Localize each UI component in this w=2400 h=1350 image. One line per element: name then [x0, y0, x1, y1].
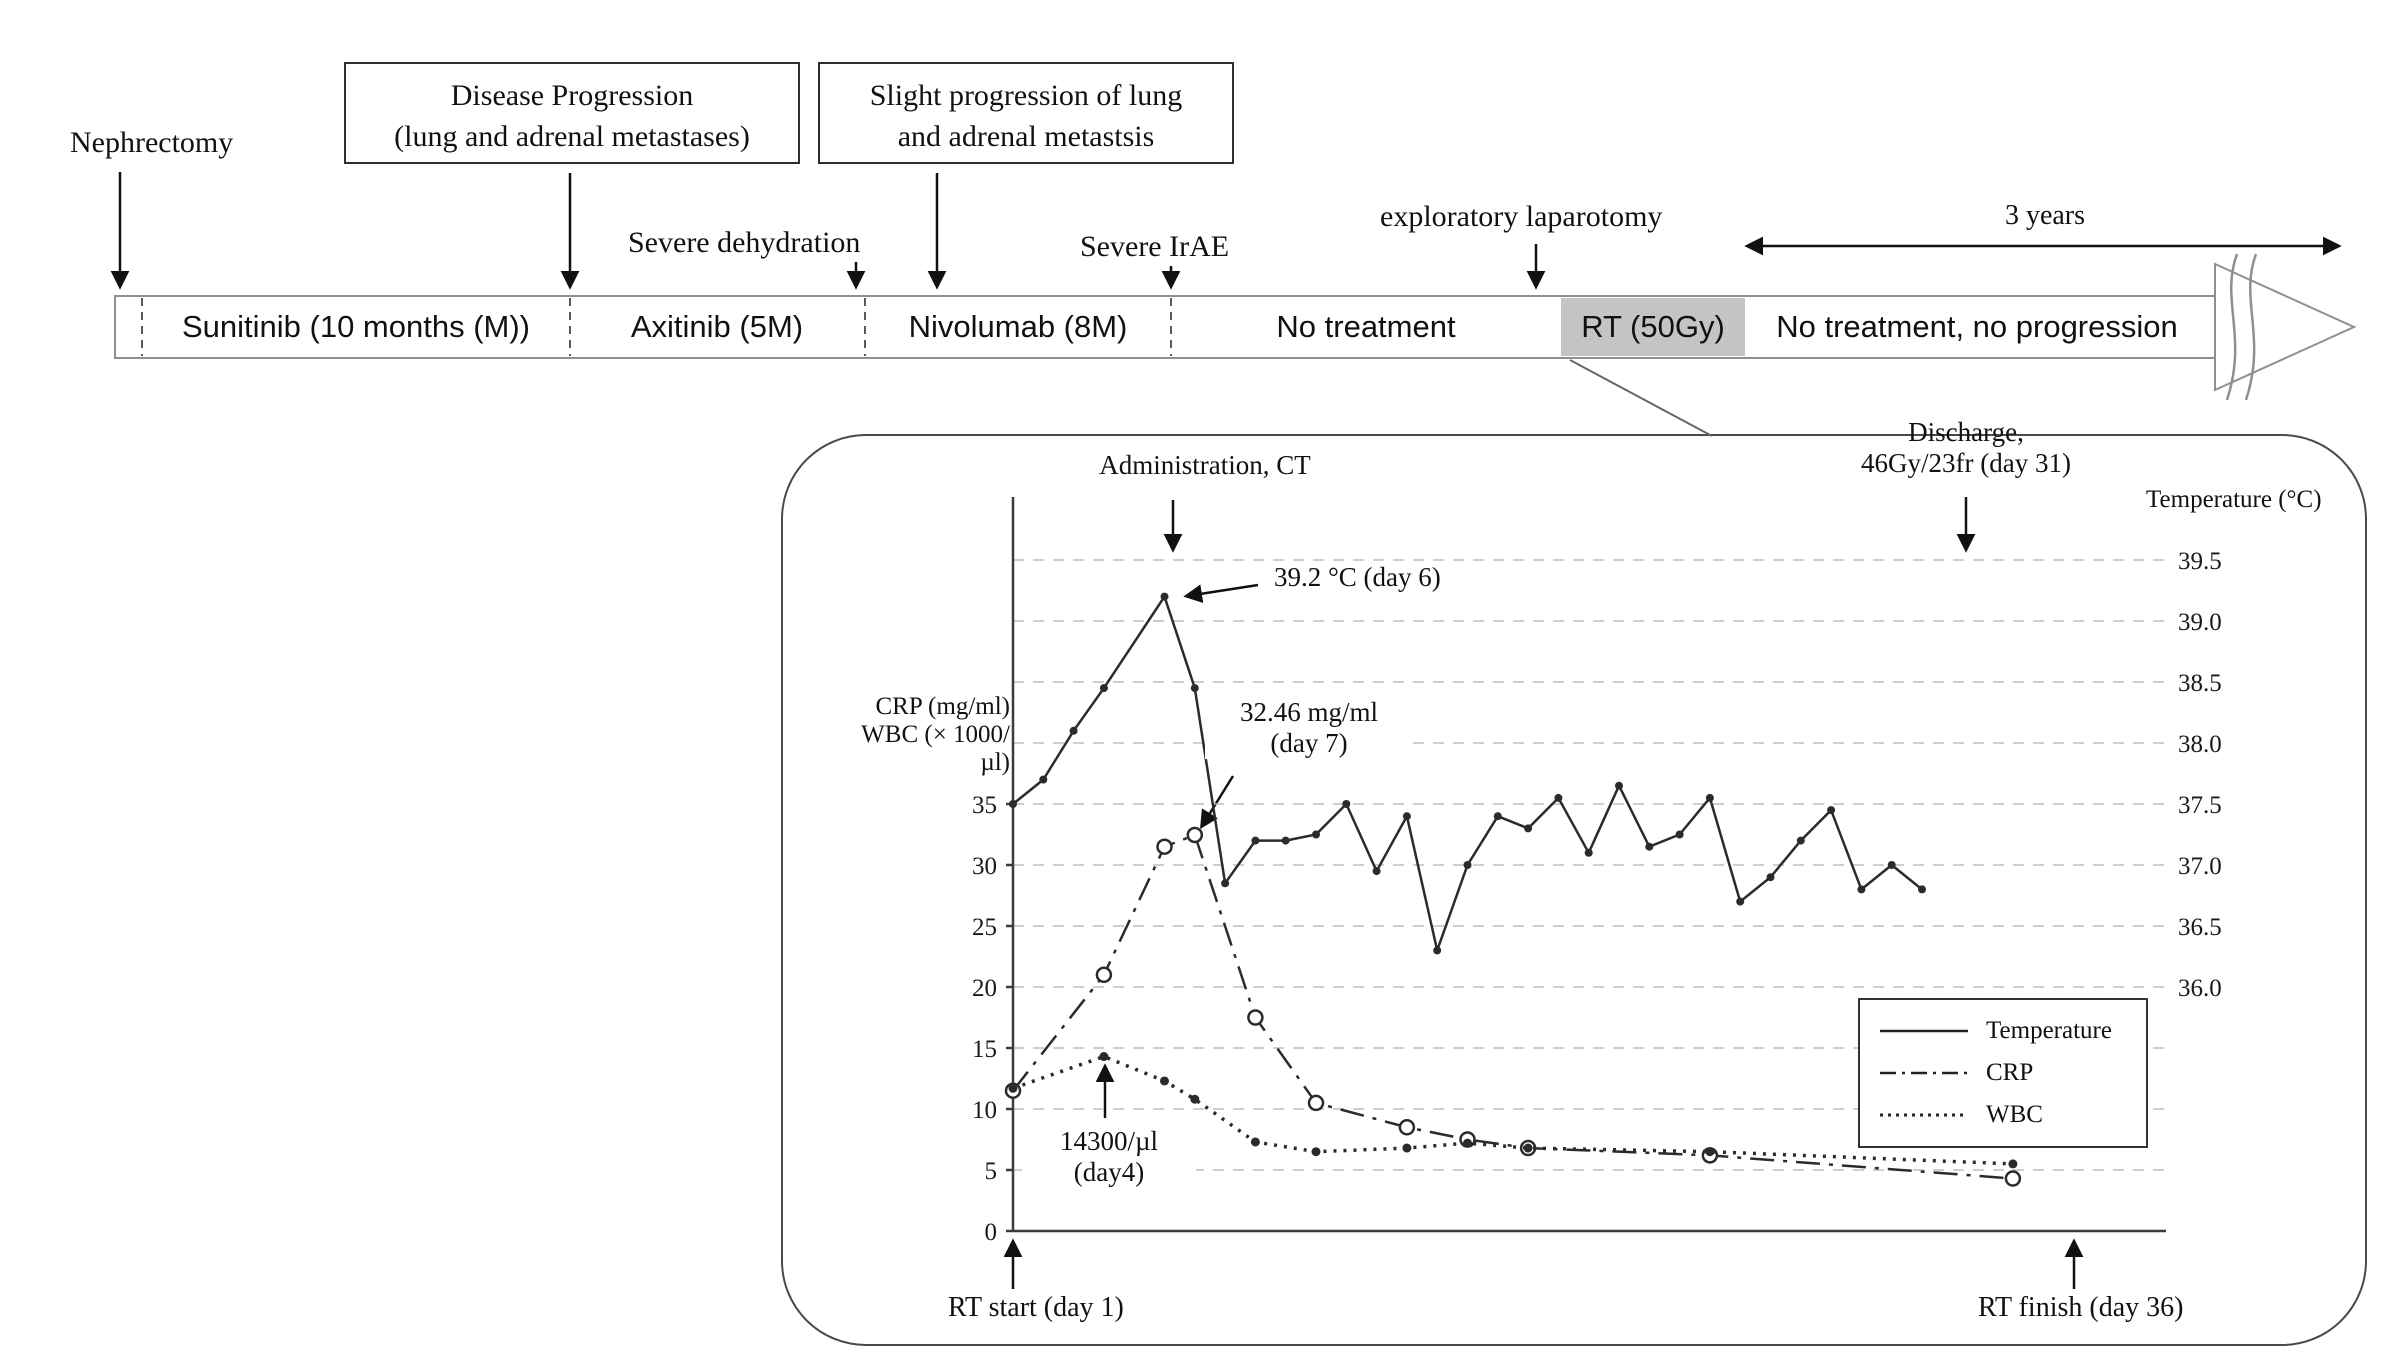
slight-progression-line2: and adrenal metastsis	[897, 119, 1155, 153]
segment-no-progression: No treatment, no progression	[1776, 309, 2178, 344]
slight-progression-line1: Slight progression of lung	[869, 79, 1183, 112]
legend-label-crp: CRP	[1986, 1059, 2034, 1086]
legend-label-wbc: WBC	[1986, 1101, 2043, 1128]
svg-text:25: 25	[972, 914, 997, 941]
discharge-line2: 46Gy/23fr (day 31)	[1861, 448, 2071, 478]
rt-start-label: RT start (day 1)	[948, 1292, 1124, 1323]
svg-text:30: 30	[972, 853, 997, 880]
wbc-peak-annotation: 14300/µl (day4)	[1022, 1126, 1196, 1188]
svg-text:37.0: 37.0	[2178, 853, 2222, 880]
svg-text:38.0: 38.0	[2178, 731, 2222, 758]
left-axis-title: CRP (mg/ml) WBC (× 1000/µl)	[840, 693, 1010, 777]
exploratory-laparotomy-label: exploratory laparotomy	[1380, 200, 1663, 233]
nephrectomy-label: Nephrectomy	[70, 126, 234, 159]
svg-text:38.5: 38.5	[2178, 670, 2222, 697]
temp-peak-annotation: 39.2 °C (day 6)	[1270, 562, 1445, 593]
discharge-line1: Discharge,	[1908, 417, 2024, 447]
administration-ct-label: Administration, CT	[1099, 450, 1311, 480]
svg-text:15: 15	[972, 1036, 997, 1063]
legend-item-temperature: Temperature	[1860, 1010, 2146, 1052]
segment-sunitinib: Sunitinib (10 months (M))	[181, 309, 531, 344]
timeline-bar-body	[114, 295, 2216, 359]
timeline-break-mark	[2244, 253, 2258, 401]
disease-progression-line2: (lung and adrenal metastases)	[394, 119, 750, 153]
right-axis-title: Temperature (°C)	[2146, 486, 2322, 513]
left-axis-title-line2: WBC (× 1000/µl)	[861, 721, 1010, 776]
crp-peak-annotation: 32.46 mg/ml (day 7)	[1205, 697, 1413, 759]
svg-text:39.0: 39.0	[2178, 609, 2222, 636]
crp-peak-pointer-arrow	[1200, 775, 1235, 830]
slight-progression-box: Slight progression of lung and adrenal m…	[818, 62, 1234, 164]
severe-dehydration-label: Severe dehydration	[628, 226, 861, 259]
svg-text:5: 5	[985, 1158, 998, 1185]
solid-line-sample-icon	[1880, 1029, 1968, 1033]
discharge-label: Discharge, 46Gy/23fr (day 31)	[1836, 417, 2096, 479]
svg-text:36.5: 36.5	[2178, 914, 2222, 941]
timeline-break-mark	[2225, 253, 2239, 401]
rt-zoom-callout-line	[1569, 359, 1713, 437]
temp-peak-pointer-arrow	[1183, 583, 1259, 603]
svg-text:20: 20	[972, 975, 997, 1002]
crp-peak-line1: 32.46 mg/ml	[1239, 697, 1378, 727]
svg-text:35: 35	[972, 792, 997, 819]
disease-progression-box: Disease Progression (lung and adrenal me…	[344, 62, 800, 164]
segment-nivolumab: Nivolumab (8M)	[908, 309, 1128, 344]
three-years-label: 3 years	[2004, 200, 2086, 231]
segment-rt: RT (50Gy)	[1581, 309, 1725, 344]
left-axis-title-line1: CRP (mg/ml)	[875, 693, 1010, 720]
svg-text:36.0: 36.0	[2178, 975, 2222, 1002]
svg-text:37.5: 37.5	[2178, 792, 2222, 819]
severe-irae-label: Severe IrAE	[1080, 230, 1230, 263]
segment-no-treatment: No treatment	[1276, 309, 1456, 344]
chart-legend: Temperature CRP WBC	[1858, 998, 2148, 1148]
wbc-peak-line2: (day4)	[1073, 1157, 1145, 1187]
legend-item-wbc: WBC	[1860, 1094, 2146, 1136]
svg-text:10: 10	[972, 1097, 997, 1124]
chart-panel	[781, 434, 2367, 1346]
disease-progression-line1: Disease Progression	[450, 79, 694, 112]
dotted-line-sample-icon	[1880, 1113, 1968, 1117]
annotation-arrows	[110, 172, 2342, 1289]
rt-segment-highlight	[1561, 298, 1745, 356]
segment-axitinib: Axitinib (5M)	[630, 309, 804, 344]
wbc-peak-line1: 14300/µl	[1059, 1126, 1159, 1156]
timeline-bar	[114, 253, 2357, 401]
svg-text:0: 0	[985, 1219, 998, 1246]
rt-finish-label: RT finish (day 36)	[1978, 1292, 2184, 1323]
legend-item-crp: CRP	[1860, 1052, 2146, 1094]
svg-text:39.5: 39.5	[2178, 548, 2222, 575]
segment-dividers	[141, 298, 1172, 356]
dashdot-line-sample-icon	[1880, 1071, 1968, 1075]
crp-peak-line2: (day 7)	[1270, 728, 1348, 758]
legend-label-temperature: Temperature	[1986, 1017, 2112, 1044]
